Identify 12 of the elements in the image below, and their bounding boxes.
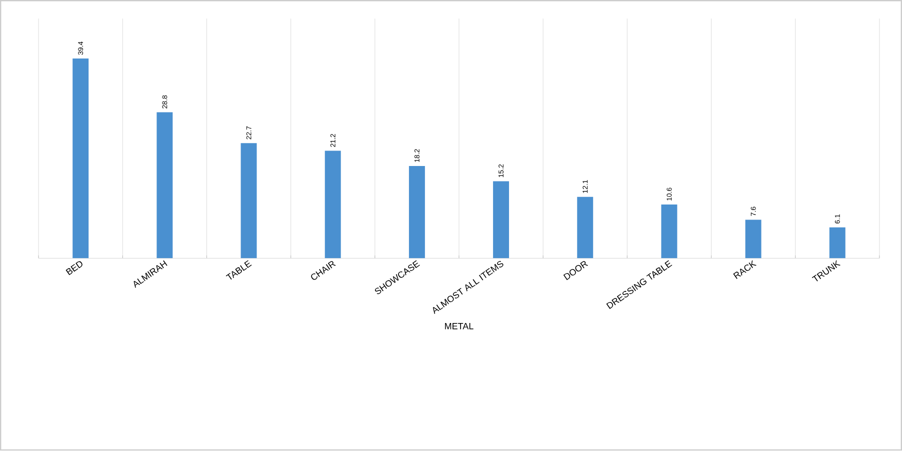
bar [829, 228, 846, 258]
bar [745, 220, 762, 258]
bar [408, 166, 425, 258]
bar [72, 58, 89, 258]
bar [577, 197, 594, 258]
bar [493, 181, 510, 258]
x-tick-label: BED [66, 261, 82, 276]
bar [661, 204, 678, 258]
bar [240, 143, 257, 258]
bar [324, 150, 341, 258]
bar [156, 112, 173, 258]
x-axis-title: METAL [445, 323, 474, 330]
